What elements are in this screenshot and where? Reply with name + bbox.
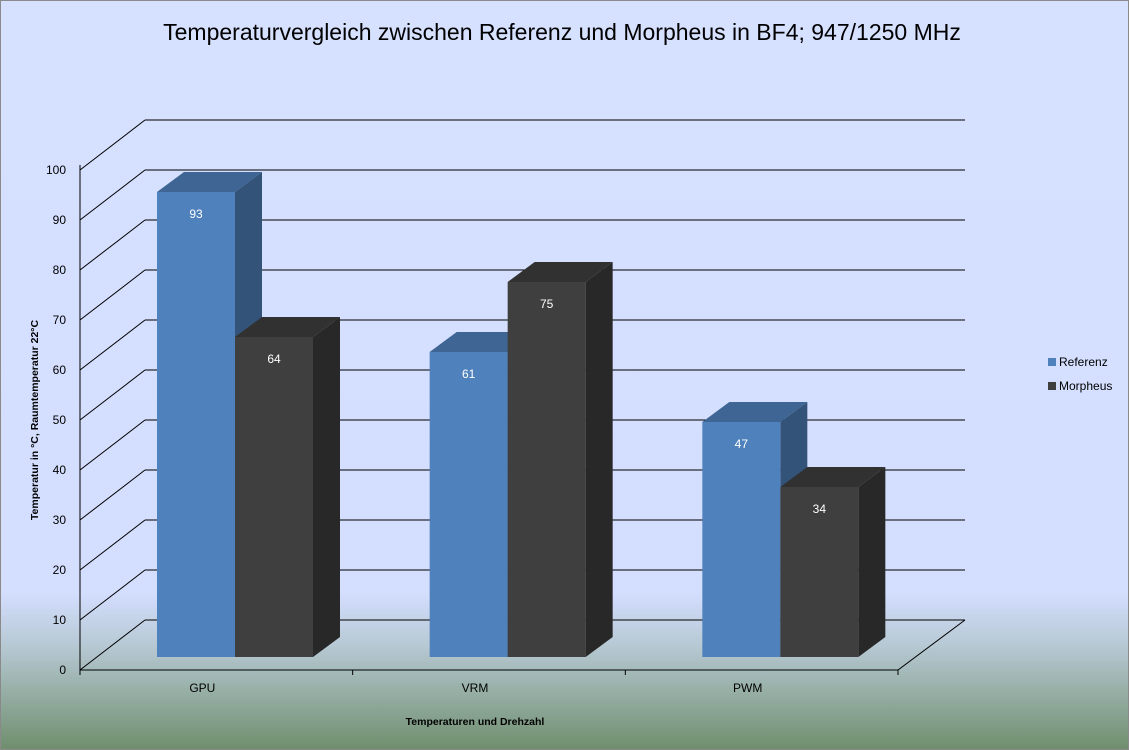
x-tick-label: VRM — [462, 681, 489, 695]
gridline-diagonal — [79, 469, 146, 521]
gridline-diagonal — [79, 269, 146, 321]
bar-front — [507, 282, 586, 657]
bar-top — [157, 172, 262, 192]
legend: Referenz Morpheus — [1048, 355, 1112, 393]
data-label: 61 — [462, 367, 476, 381]
y-tick-label: 10 — [53, 613, 67, 627]
data-label: 93 — [189, 207, 203, 221]
y-tick-label: 40 — [53, 463, 67, 477]
bar-front — [429, 352, 508, 657]
y-tick-label: 70 — [53, 313, 67, 327]
data-label: 64 — [267, 352, 281, 366]
bar-vrm-morpheus — [507, 262, 613, 657]
y-tick-label: 30 — [53, 513, 67, 527]
data-label: 47 — [735, 437, 749, 451]
chart-floor — [79, 619, 966, 675]
y-axis-tick-labels: 0 10 20 30 40 50 60 70 80 90 100 — [46, 163, 66, 677]
y-tick-label: 20 — [53, 563, 67, 577]
x-axis-label: Temperaturen und Drehzahl — [406, 716, 545, 728]
y-axis-label: Temperatur in °C, Raumtemperatur 22°C — [29, 320, 41, 521]
bar-front — [702, 422, 781, 657]
legend-item-referenz: Referenz — [1048, 355, 1108, 369]
bar-pwm-referenz — [702, 402, 808, 657]
data-labels: 93 64 61 75 47 34 — [189, 207, 826, 516]
data-label: 75 — [540, 297, 554, 311]
y-tick-label: 90 — [53, 213, 67, 227]
legend-swatch — [1048, 358, 1056, 366]
y-tick-label: 80 — [53, 263, 67, 277]
gridline-diagonal — [79, 169, 146, 221]
bar-side — [585, 262, 613, 657]
y-tick-label: 50 — [53, 413, 67, 427]
x-tick-label: PWM — [733, 681, 762, 695]
data-label: 34 — [813, 502, 827, 516]
gridline-diagonal — [79, 569, 146, 621]
y-tick-label: 0 — [59, 663, 66, 677]
gridline-diagonal — [79, 369, 146, 421]
x-tick-label: GPU — [189, 681, 215, 695]
bar-top — [780, 467, 886, 487]
gridline-diagonal — [79, 119, 146, 171]
bar-pwm-morpheus — [780, 467, 886, 657]
gridline-diagonal — [79, 219, 146, 271]
y-tick-label: 60 — [53, 363, 67, 377]
x-axis-tick-labels: GPU VRM PWM — [189, 681, 762, 695]
bar-top — [235, 317, 340, 337]
gridline-diagonal — [79, 519, 146, 571]
bar-gpu-morpheus — [235, 317, 340, 657]
bars — [157, 172, 886, 657]
bar-front — [780, 487, 859, 657]
bar-side — [858, 467, 886, 657]
legend-item-morpheus: Morpheus — [1048, 379, 1112, 393]
bar-side — [313, 317, 340, 657]
gridline-diagonal — [79, 419, 146, 471]
bar-top — [507, 262, 613, 282]
bar-front — [235, 337, 313, 657]
gridline-diagonal — [79, 619, 146, 671]
legend-swatch — [1048, 382, 1056, 390]
chart-title: Temperaturvergleich zwischen Referenz un… — [163, 19, 961, 45]
legend-label: Referenz — [1059, 355, 1108, 369]
bar-front — [157, 192, 235, 657]
bar-top — [702, 402, 808, 422]
gridline-diagonal — [79, 319, 146, 371]
y-tick-label: 100 — [46, 163, 66, 177]
legend-label: Morpheus — [1059, 379, 1112, 393]
